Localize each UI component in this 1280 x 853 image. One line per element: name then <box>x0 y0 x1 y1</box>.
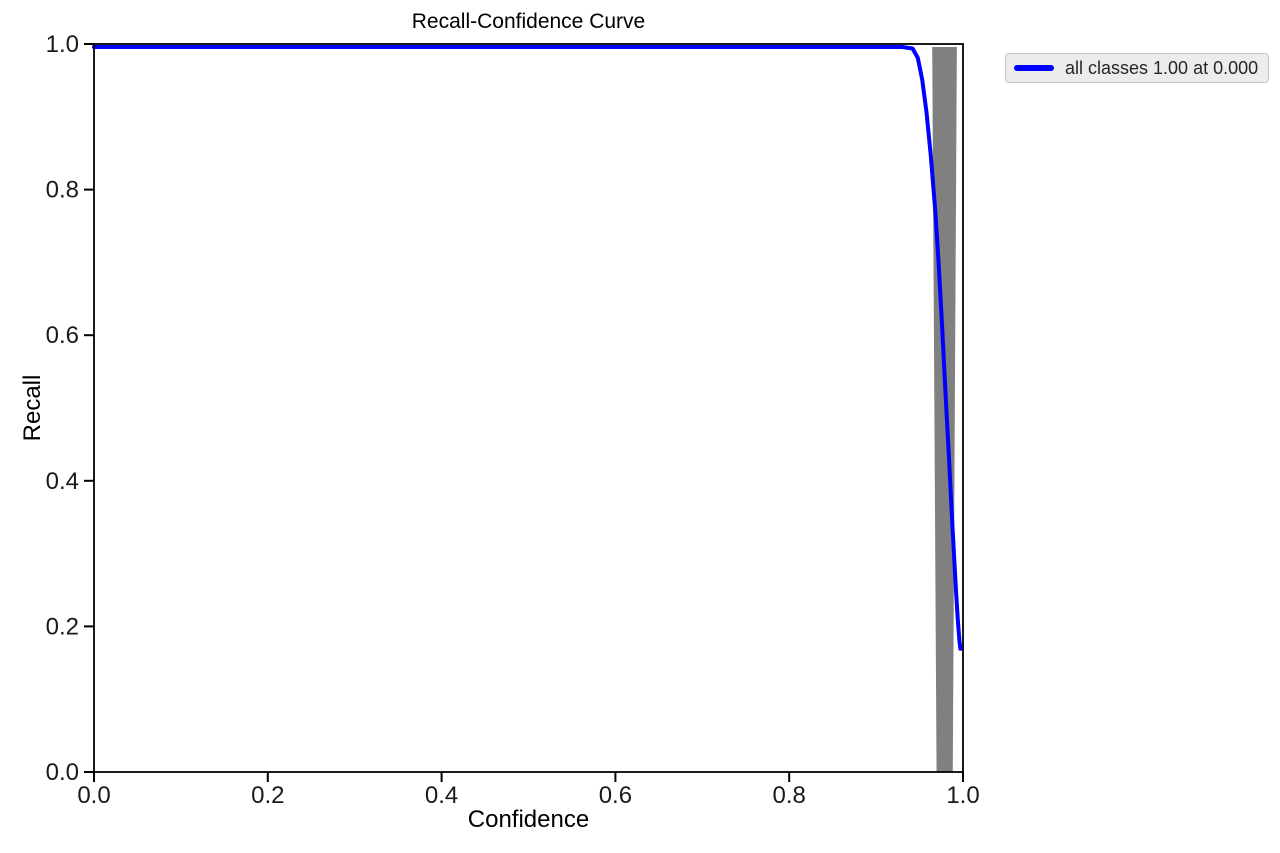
y-tick-label: 0.6 <box>46 322 79 349</box>
x-axis-label: Confidence <box>467 806 590 833</box>
legend-entry-label: all classes 1.00 at 0.000 <box>1065 57 1259 78</box>
series-curve <box>92 45 963 651</box>
y-axis-label: Recall <box>19 374 46 442</box>
class-curve-line <box>947 46 953 773</box>
y-tick-label: 0.8 <box>46 177 79 204</box>
plot-spines <box>93 43 964 773</box>
y-tick-label: 0.4 <box>46 468 79 495</box>
chart-title: Recall-Confidence Curve <box>411 10 646 33</box>
y-tick-label: 1.0 <box>46 31 79 58</box>
x-tick-label: 1.0 <box>946 782 979 809</box>
class-curve-line <box>950 46 957 773</box>
legend-box: all classes 1.00 at 0.000 <box>1005 53 1270 83</box>
class-curve-line <box>948 46 956 773</box>
x-tick-label: 0.8 <box>773 782 806 809</box>
y-tick-label: 0.0 <box>46 759 79 786</box>
legend-line-swatch <box>1014 65 1054 71</box>
x-tick-label: 0.4 <box>425 782 458 809</box>
x-tick-label: 0.6 <box>599 782 632 809</box>
x-tick-label: 0.0 <box>77 782 110 809</box>
y-tick-label: 0.2 <box>46 613 79 640</box>
x-tick-label: 0.2 <box>251 782 284 809</box>
class-curve-line <box>946 46 951 773</box>
